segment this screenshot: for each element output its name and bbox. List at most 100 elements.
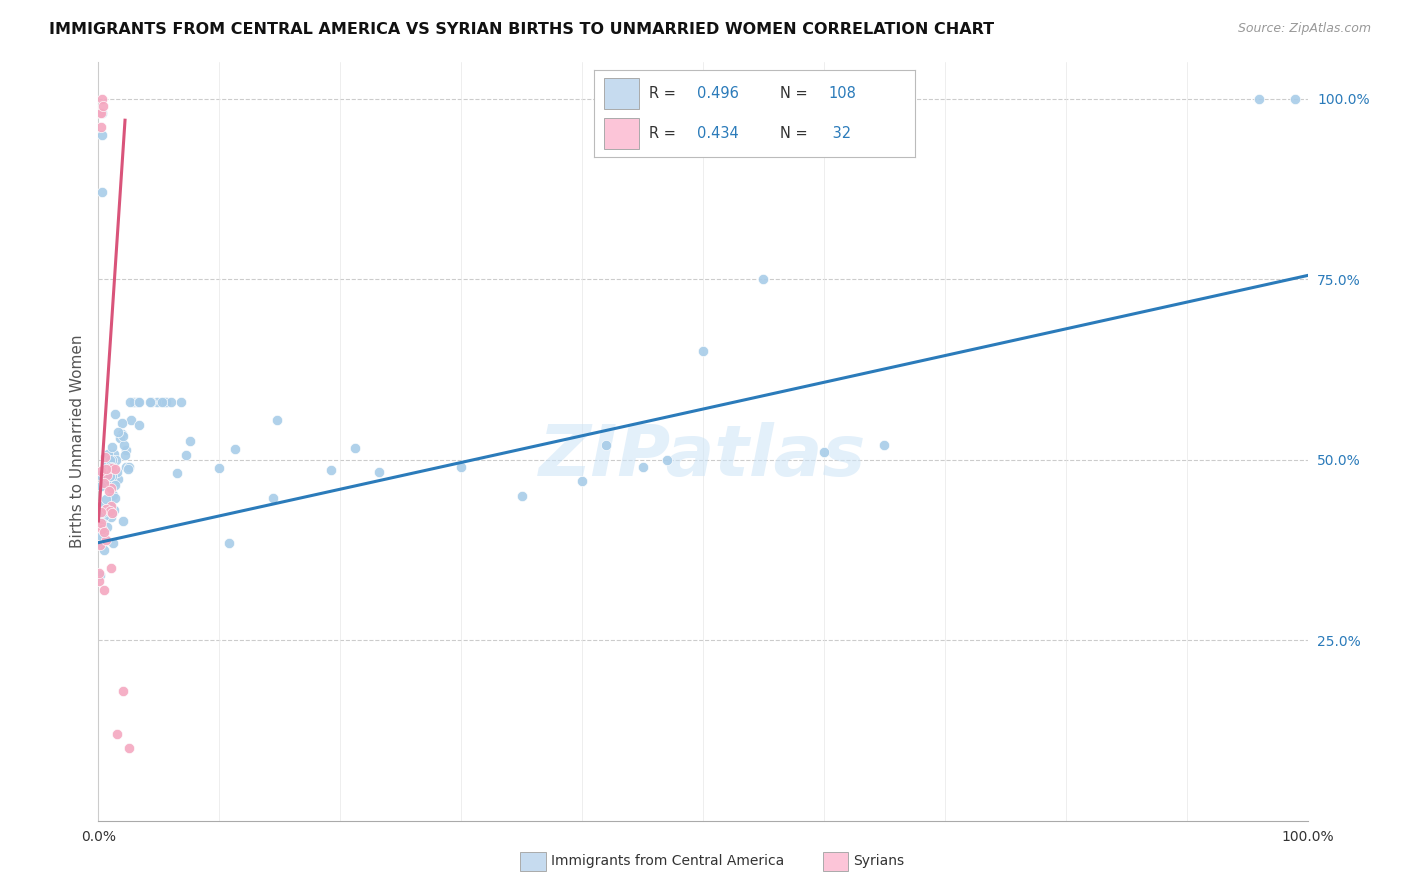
Point [103,447,125,461]
Point [112,514,135,528]
Point [1249,91,1271,105]
Point [101,461,124,475]
Point [94,533,117,547]
Point [89,538,111,552]
Point [152,394,174,409]
Point [93,476,115,491]
Point [118,741,141,756]
Point [179,434,201,448]
Point [112,438,135,452]
Point [218,536,240,550]
Point [89,479,111,493]
Point [813,445,835,459]
Point [101,469,124,483]
Point [96,492,118,507]
Point [105,465,128,479]
Point [111,426,134,441]
Point [100,460,122,475]
Point [103,407,125,421]
Point [90,120,112,135]
Point [571,475,593,489]
Point [655,452,678,467]
Point [91,522,114,536]
Point [117,460,139,475]
Point [368,465,391,479]
Point [90,516,112,530]
Point [100,499,122,513]
Point [98,453,121,467]
Point [595,438,617,452]
Text: Immigrants from Central America: Immigrants from Central America [551,854,785,868]
Point [104,462,127,476]
Point [89,568,111,582]
Point [89,566,111,580]
Point [139,394,162,409]
Point [160,394,183,409]
Point [90,516,112,530]
Point [98,504,121,518]
Point [155,394,177,409]
Point [91,186,114,200]
Point [631,459,654,474]
Point [115,442,138,457]
Point [110,431,132,445]
Point [97,484,120,499]
Point [100,510,122,524]
Point [100,506,122,520]
Point [145,394,167,409]
Point [122,394,145,409]
Point [94,503,117,517]
Point [93,450,115,464]
Point [114,448,136,462]
Point [343,441,366,455]
Text: Syrians: Syrians [853,854,904,868]
Point [97,478,120,492]
Point [104,475,127,489]
Point [104,453,127,467]
Point [120,413,142,427]
Point [510,489,533,503]
Point [94,470,117,484]
Point [91,505,114,519]
Point [166,467,188,481]
Point [103,503,125,517]
Point [752,272,775,286]
Point [450,459,472,474]
Point [90,505,112,519]
Point [107,472,129,486]
Point [208,461,231,475]
Point [93,542,115,557]
Point [120,395,142,409]
Point [90,106,112,120]
Point [117,462,139,476]
Point [101,453,124,467]
Point [139,394,162,409]
Point [97,474,120,488]
Point [139,394,162,409]
Point [104,478,127,492]
Point [91,128,114,142]
Point [89,510,111,524]
Point [224,442,246,456]
Point [93,525,115,540]
Point [97,469,120,483]
Point [692,344,714,359]
Point [319,463,342,477]
Point [128,394,150,409]
Point [98,498,121,512]
Point [115,460,138,475]
Point [111,416,134,430]
Point [89,537,111,551]
Point [96,520,118,534]
Point [100,506,122,520]
Text: ZIPatlas: ZIPatlas [540,422,866,491]
Point [100,561,122,575]
Point [89,574,111,588]
Y-axis label: Births to Unmarried Women: Births to Unmarried Women [69,334,84,549]
Point [127,394,149,409]
Point [96,468,118,483]
Point [93,527,115,541]
Point [107,425,129,440]
Point [90,464,112,478]
Point [93,509,115,524]
